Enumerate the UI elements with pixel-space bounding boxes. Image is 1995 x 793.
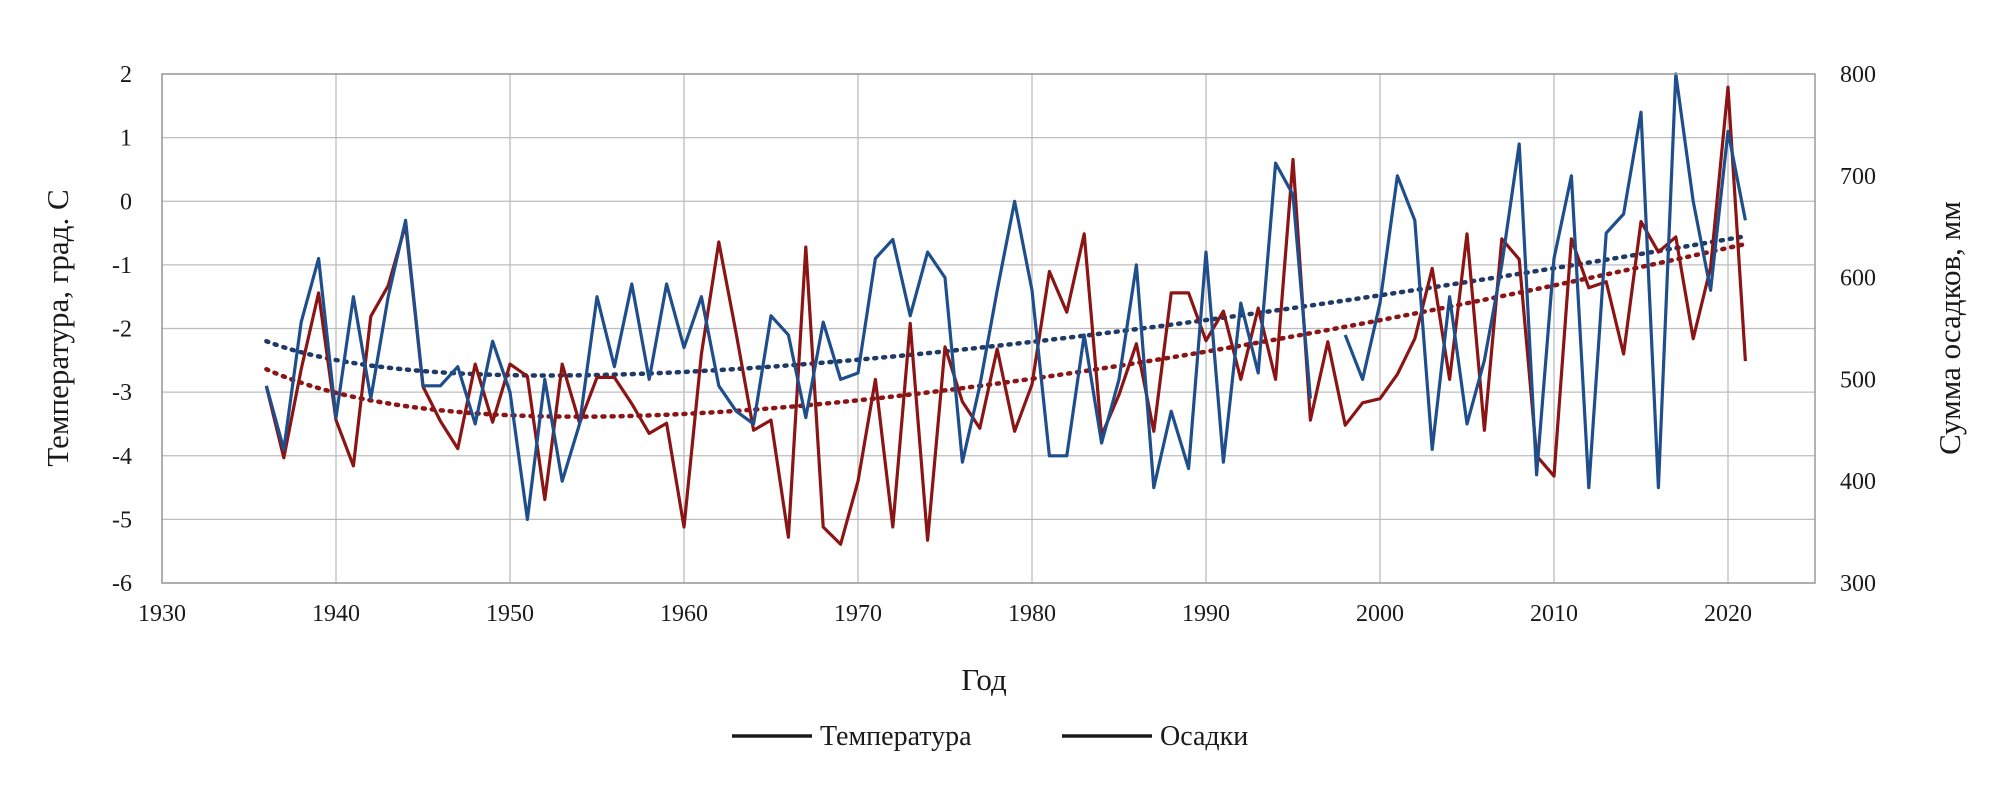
legend-label-temperature: Температура <box>820 721 972 752</box>
x-tick-label: 1980 <box>1008 601 1056 627</box>
x-tick-label: 1940 <box>312 601 360 627</box>
x-tick-label: 2000 <box>1356 601 1404 627</box>
y-left-tick-label: -5 <box>112 507 132 533</box>
x-tick-label: 1950 <box>486 601 534 627</box>
trendlines <box>264 233 1748 419</box>
x-tick-label: 1960 <box>660 601 708 627</box>
series-line-temperature <box>264 72 1747 521</box>
y-left-tick-label: -3 <box>112 380 132 406</box>
y-right-tick-label: 800 <box>1840 62 1876 88</box>
y-left-tick-label: 1 <box>120 126 132 152</box>
x-tick-label: 2020 <box>1704 601 1752 627</box>
x-tick-label: 1970 <box>834 601 882 627</box>
x-tick-label: 1930 <box>138 601 186 627</box>
series-line-precipitation <box>264 85 1747 546</box>
y-left-tick-label: 0 <box>120 189 132 215</box>
x-tick-labels: 1930 1940 1950 1960 1970 1980 1990 2000 2010 2020 <box>138 601 1752 627</box>
trendline-temperature <box>264 233 1748 378</box>
series-lines <box>264 72 1747 546</box>
y-right-tick-label: 300 <box>1840 571 1876 597</box>
trendline-precipitation <box>264 241 1748 419</box>
y-right-tick-label: 600 <box>1840 266 1876 292</box>
x-tick-label: 2010 <box>1530 601 1578 627</box>
y-right-axis-title: Сумма осадков, мм <box>1932 201 1967 455</box>
x-tick-label: 1990 <box>1182 601 1230 627</box>
y-left-tick-label: -2 <box>112 317 132 343</box>
y-right-tick-label: 500 <box>1840 367 1876 393</box>
legend: Температура Осадки <box>732 721 1248 752</box>
grid <box>161 73 1815 584</box>
y-left-tick-label: 2 <box>120 62 132 88</box>
y-left-axis-title: Температура, град. С <box>40 189 75 466</box>
plot-frame <box>161 73 1816 584</box>
y-left-tick-label: -1 <box>112 253 132 279</box>
y-left-tick-label: -6 <box>112 571 132 597</box>
legend-label-precipitation: Осадки <box>1160 721 1248 752</box>
y-left-tick-labels: 2 1 0 -1 -2 -3 -4 -5 -6 <box>112 62 132 597</box>
y-right-tick-labels: 800 700 600 500 400 300 <box>1840 62 1876 597</box>
y-left-tick-label: -4 <box>112 444 132 470</box>
y-right-tick-label: 400 <box>1840 469 1876 495</box>
x-axis-title: Год <box>961 662 1007 697</box>
y-right-tick-label: 700 <box>1840 164 1876 190</box>
